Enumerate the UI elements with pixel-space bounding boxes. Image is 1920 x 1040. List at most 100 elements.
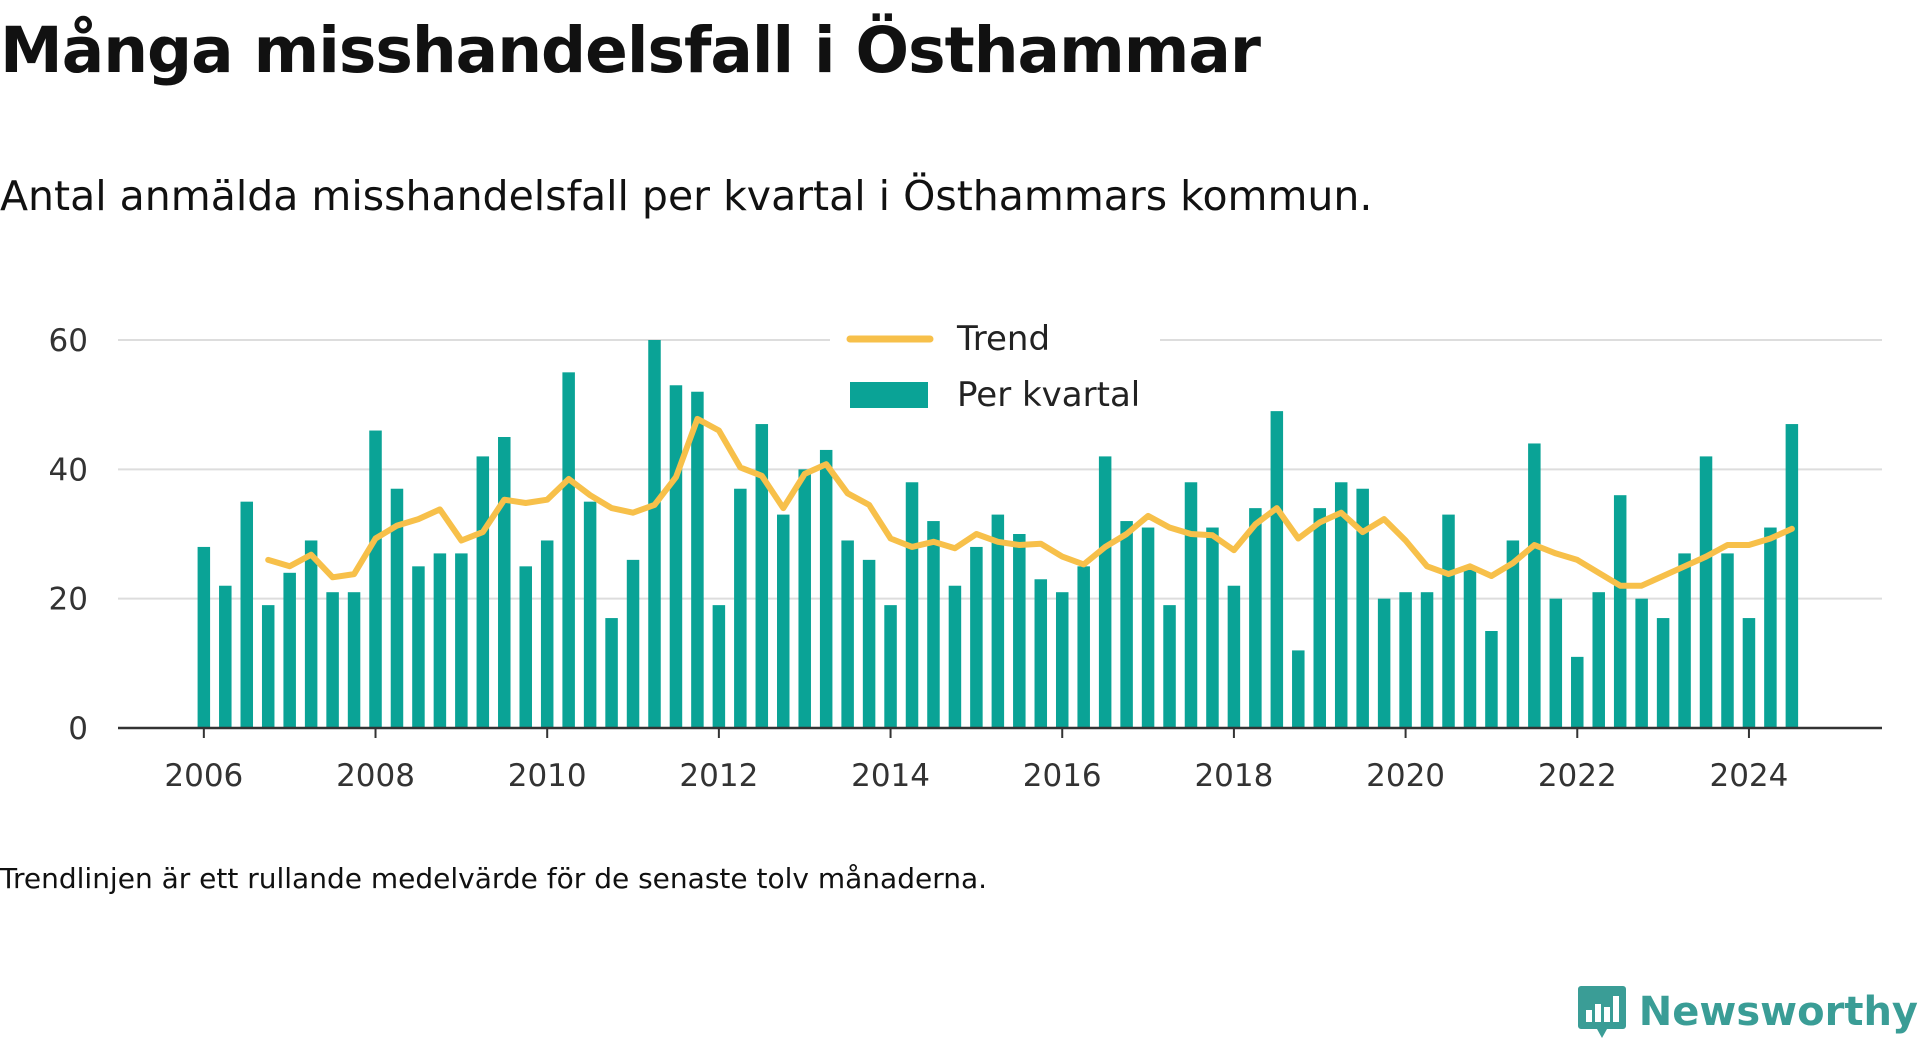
x-tick-label: 2012 bbox=[679, 758, 758, 794]
bar bbox=[1356, 488, 1369, 728]
bar bbox=[1678, 553, 1691, 728]
x-tick-label: 2010 bbox=[508, 758, 587, 794]
bar bbox=[1077, 566, 1090, 728]
bar bbox=[1721, 553, 1734, 728]
bar bbox=[1249, 508, 1262, 728]
bar bbox=[1227, 585, 1241, 728]
x-tick-label: 2020 bbox=[1366, 758, 1445, 794]
bar bbox=[1571, 656, 1584, 728]
x-tick-label: 2014 bbox=[851, 758, 930, 794]
bar bbox=[1334, 482, 1348, 728]
bar bbox=[1034, 579, 1048, 728]
bar bbox=[1163, 605, 1176, 728]
bar bbox=[283, 572, 296, 728]
bar bbox=[519, 566, 532, 728]
chart-title: Många misshandelsfall i Östhammar bbox=[0, 14, 1261, 87]
x-tick-label: 2008 bbox=[336, 758, 415, 794]
bar bbox=[433, 553, 447, 728]
bar bbox=[991, 514, 1005, 728]
legend-trend-label: Trend bbox=[956, 319, 1050, 359]
bar bbox=[455, 553, 468, 728]
bar bbox=[605, 618, 618, 728]
bar bbox=[626, 559, 640, 728]
bar bbox=[1399, 592, 1412, 728]
brand-logo: Newsworthy bbox=[1577, 980, 1918, 1040]
bar bbox=[1656, 618, 1670, 728]
bar bbox=[841, 540, 854, 728]
bar bbox=[304, 540, 318, 728]
bar bbox=[476, 456, 490, 728]
bar bbox=[1635, 598, 1648, 728]
bar bbox=[261, 605, 275, 728]
bar bbox=[1506, 540, 1520, 728]
footnote: Trendlinjen är ett rullande medelvärde f… bbox=[0, 862, 988, 895]
bar bbox=[347, 592, 361, 728]
bar bbox=[948, 585, 962, 728]
bar bbox=[734, 488, 747, 728]
bar bbox=[1442, 514, 1455, 728]
bar bbox=[1206, 527, 1219, 728]
bar bbox=[819, 449, 833, 728]
legend: Trend Per kvartal bbox=[830, 319, 1160, 440]
bar bbox=[1420, 592, 1434, 728]
bar bbox=[1313, 508, 1327, 728]
bar bbox=[927, 521, 940, 728]
bar bbox=[540, 540, 554, 728]
bar bbox=[1592, 592, 1605, 728]
bar bbox=[648, 340, 661, 728]
x-tick-label: 2016 bbox=[1023, 758, 1102, 794]
bar bbox=[1613, 495, 1627, 728]
legend-bar-label: Per kvartal bbox=[957, 375, 1140, 415]
bar-line-chart: 0 20 40 60 2006 2008 2010 2012 2014 2016 2018 2020 2… bbox=[49, 319, 1882, 794]
bar bbox=[1742, 618, 1756, 728]
bar bbox=[712, 605, 726, 728]
bar bbox=[326, 592, 339, 728]
bars bbox=[197, 340, 1799, 728]
bar bbox=[1270, 411, 1284, 728]
bar bbox=[1377, 598, 1391, 728]
x-tick-label: 2022 bbox=[1538, 758, 1617, 794]
axes: 0 20 40 60 2006 2008 2010 2012 2014 2016 2018 2020 2… bbox=[49, 323, 1882, 794]
bar bbox=[1120, 521, 1133, 728]
bar bbox=[369, 430, 382, 728]
bar bbox=[1528, 443, 1541, 728]
bar bbox=[1013, 534, 1026, 728]
bar bbox=[691, 391, 704, 728]
bar bbox=[669, 385, 683, 728]
legend-bar-swatch bbox=[850, 382, 928, 408]
bar bbox=[1485, 631, 1498, 728]
trend-layer bbox=[265, 415, 1795, 589]
bar bbox=[884, 605, 897, 728]
bar bbox=[1055, 592, 1069, 728]
bar bbox=[1292, 650, 1305, 728]
bar bbox=[755, 424, 769, 728]
bar bbox=[219, 585, 232, 728]
bar bbox=[390, 488, 404, 728]
bar bbox=[798, 469, 811, 728]
bar bbox=[498, 437, 511, 728]
bar bbox=[412, 566, 425, 728]
x-tick-label: 2018 bbox=[1194, 758, 1273, 794]
bar bbox=[1764, 527, 1777, 728]
chart-subtitle: Antal anmälda misshandelsfall per kvarta… bbox=[0, 172, 1373, 220]
y-tick-label: 40 bbox=[49, 452, 88, 488]
bar bbox=[583, 501, 597, 728]
bar bbox=[1699, 456, 1713, 728]
bar bbox=[1141, 527, 1155, 728]
bar bbox=[240, 501, 254, 728]
bar bbox=[862, 559, 876, 728]
brand-name: Newsworthy bbox=[1638, 989, 1918, 1035]
y-tick-label: 60 bbox=[49, 323, 88, 359]
bar bbox=[1098, 456, 1112, 728]
bar bbox=[777, 514, 790, 728]
bar bbox=[197, 546, 211, 728]
bar bbox=[1785, 424, 1799, 728]
bar bbox=[562, 372, 575, 728]
bar bbox=[1184, 482, 1198, 728]
trend-line bbox=[265, 415, 1795, 589]
bar bbox=[1463, 566, 1477, 728]
newsworthy-logo-icon bbox=[1577, 986, 1626, 1038]
bar bbox=[1549, 598, 1563, 728]
y-tick-label: 20 bbox=[49, 582, 88, 618]
x-tick-label: 2006 bbox=[164, 758, 243, 794]
